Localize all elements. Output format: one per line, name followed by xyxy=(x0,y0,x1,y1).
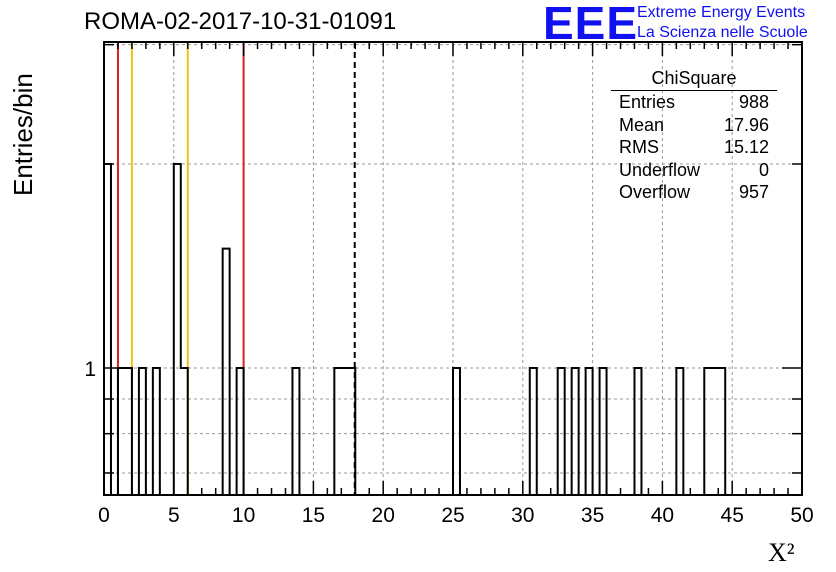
stats-label: Overflow xyxy=(619,182,691,202)
stats-value: 17.96 xyxy=(723,114,769,135)
x-tick-labels: 0 5 10 15 20 25 30 35 40 45 50 xyxy=(98,504,814,527)
x-tick-label: 30 xyxy=(511,504,534,527)
stats-label: Underflow xyxy=(619,159,701,180)
stats-row-underflow: Underflow 0 xyxy=(611,159,777,182)
chart-title: ROMA-02-2017-10-31-01091 xyxy=(84,8,397,35)
axes-frame xyxy=(103,41,803,496)
x-tick-label: 45 xyxy=(721,504,744,527)
stats-row-rms: RMS 15.12 xyxy=(611,136,777,159)
logo-line2: La Scienza nelle Scuole xyxy=(637,24,808,41)
stats-row-entries: Entries 988 xyxy=(611,91,777,114)
x-tick-label: 15 xyxy=(302,504,325,527)
stats-label: Mean xyxy=(619,114,665,135)
stats-value: 957 xyxy=(738,182,769,202)
x-tick-label: 50 xyxy=(790,504,813,527)
histogram-outline xyxy=(103,163,802,496)
x-tick-label: 35 xyxy=(581,504,604,527)
x-tick-label: 5 xyxy=(168,504,180,527)
y-axis-label: Entries/bin xyxy=(8,73,38,196)
stats-box: ChiSquare Entries 988 Mean 17.96 RMS 15.… xyxy=(611,68,777,204)
x-tick-label: 0 xyxy=(98,504,110,527)
stats-label: RMS xyxy=(619,137,659,157)
eee-logo: EEE xyxy=(543,0,639,49)
logo-line1: Extreme Energy Events xyxy=(637,4,806,21)
stats-value: 0 xyxy=(758,159,769,180)
x-tick-label: 25 xyxy=(441,504,464,527)
stats-value: 988 xyxy=(738,92,769,112)
x-tick-label: 40 xyxy=(651,504,674,527)
x-tick-label: 20 xyxy=(372,504,395,527)
y-tick-labels: 1 xyxy=(84,358,96,381)
stats-row-overflow: Overflow 957 xyxy=(611,181,777,204)
stats-label: Entries xyxy=(619,92,676,112)
x-axis-label: X² xyxy=(768,538,795,567)
stats-row-mean: Mean 17.96 xyxy=(611,114,777,137)
y-tick-label: 1 xyxy=(84,358,96,381)
stats-value: 15.12 xyxy=(723,137,769,157)
x-tick-label: 10 xyxy=(232,504,255,527)
stats-title: ChiSquare xyxy=(611,68,777,91)
